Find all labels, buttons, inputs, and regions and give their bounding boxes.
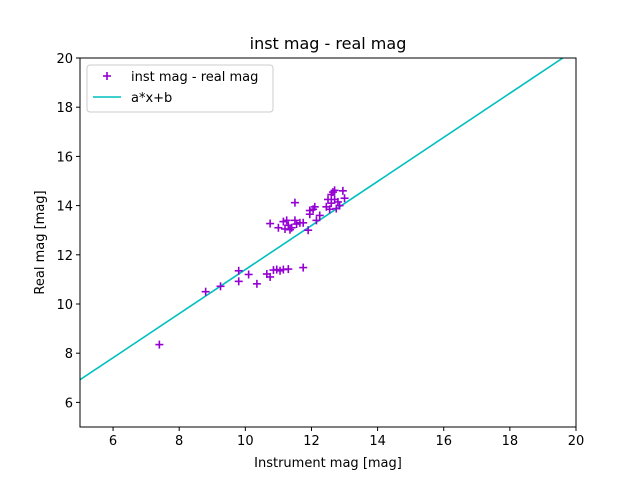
x-tick-label-10: 10 xyxy=(237,434,254,449)
x-tick-label-18: 18 xyxy=(502,434,519,449)
legend-label-line: a*x+b xyxy=(131,91,172,106)
chart-title: inst mag - real mag xyxy=(250,34,407,53)
x-tick-label-8: 8 xyxy=(175,434,183,449)
data-point-14 xyxy=(299,263,308,272)
data-point-16 xyxy=(274,223,283,232)
data-point-26 xyxy=(299,218,308,227)
data-point-44 xyxy=(333,197,342,206)
plot-area xyxy=(80,58,576,427)
axes-frame xyxy=(79,57,577,428)
data-point-0 xyxy=(155,340,164,349)
data-point-15 xyxy=(266,219,275,228)
data-point-34 xyxy=(315,211,324,220)
x-tick-label-14: 14 xyxy=(369,434,386,449)
x-axis-label: Instrument mag [mag] xyxy=(254,456,402,471)
data-point-40 xyxy=(328,188,337,197)
y-tick-label-16: 16 xyxy=(56,150,73,165)
y-tick-label-18: 18 xyxy=(56,101,73,116)
data-point-47 xyxy=(340,194,349,203)
x-tick-label-6: 6 xyxy=(109,434,117,449)
y-axis-label: Real mag [mag] xyxy=(33,190,48,294)
data-point-23 xyxy=(290,216,299,225)
data-point-46 xyxy=(338,186,347,195)
data-point-28 xyxy=(304,226,313,235)
x-tick-label-16: 16 xyxy=(435,434,452,449)
data-point-19 xyxy=(282,216,291,225)
data-point-8 xyxy=(266,272,275,281)
data-point-13 xyxy=(284,265,293,274)
axes-layer: 6 8 10 12 14 16 18 20 6 8 10 12 14 16 18 20 xyxy=(56,52,584,449)
data-point-32 xyxy=(310,202,319,211)
series-layer xyxy=(80,58,564,381)
legend-frame xyxy=(86,64,274,113)
data-point-33 xyxy=(312,216,321,225)
y-tick-label-6: 6 xyxy=(65,396,73,411)
data-point-3 xyxy=(234,266,243,275)
data-point-6 xyxy=(252,279,261,288)
data-point-41 xyxy=(330,186,339,195)
legend-plus xyxy=(103,72,111,80)
legend: inst mag - real mag a*x+b xyxy=(86,64,274,113)
data-point-45 xyxy=(335,201,344,210)
y-tick-label-8: 8 xyxy=(65,347,73,362)
data-point-5 xyxy=(244,270,253,279)
y-tick-label-10: 10 xyxy=(56,298,73,313)
y-tick-label-14: 14 xyxy=(56,200,73,215)
data-point-4 xyxy=(234,277,243,286)
y-tick-label-20: 20 xyxy=(56,52,73,67)
x-tick-label-12: 12 xyxy=(303,434,320,449)
legend-marker-scatter xyxy=(103,72,111,80)
data-point-27 xyxy=(290,198,299,207)
data-point-1 xyxy=(201,287,210,296)
data-point-22 xyxy=(287,223,296,232)
fit-line xyxy=(80,58,564,381)
y-tick-label-12: 12 xyxy=(56,249,73,264)
x-tick-label-20: 20 xyxy=(568,434,585,449)
data-point-2 xyxy=(216,282,225,291)
legend-label-scatter: inst mag - real mag xyxy=(131,70,258,85)
